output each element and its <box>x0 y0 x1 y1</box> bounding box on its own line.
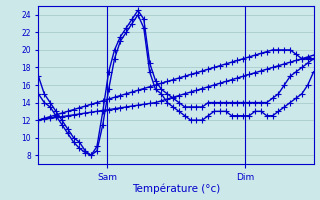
X-axis label: Température (°c): Température (°c) <box>132 183 220 194</box>
